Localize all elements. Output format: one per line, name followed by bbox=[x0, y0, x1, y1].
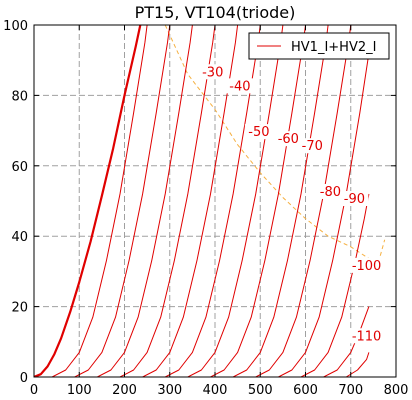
axis-ticks: 0 100 200 300 400 500 600 700 800 0 20 40 60 80 100 bbox=[3, 19, 408, 398]
y-tick-label: 40 bbox=[11, 230, 28, 245]
curve-label: -90 bbox=[344, 192, 365, 207]
plate-curve-1 bbox=[51, 25, 148, 377]
plate-curve-6 bbox=[164, 25, 261, 377]
annotation-bg bbox=[348, 328, 385, 344]
plate-curve-11 bbox=[278, 53, 370, 377]
plate-curves bbox=[34, 25, 370, 377]
curve-label: -40 bbox=[229, 79, 250, 94]
curve-label: -70 bbox=[302, 139, 323, 154]
x-tick-label: 0 bbox=[30, 383, 38, 398]
plate-curve-14 bbox=[345, 352, 370, 377]
x-tick-label: 800 bbox=[384, 383, 409, 398]
annotation-bg bbox=[348, 257, 385, 273]
curve-label: -100 bbox=[352, 259, 382, 274]
y-tick-label: 0 bbox=[20, 371, 28, 386]
legend: HV1_I+HV2_I bbox=[248, 32, 390, 60]
x-tick-label: 700 bbox=[338, 383, 363, 398]
curve-annotations: -30 -40 -50 -60 -70 -80 -90 -100 -110 bbox=[198, 64, 385, 344]
annotation-bg bbox=[198, 64, 227, 80]
curve-label: -50 bbox=[248, 125, 269, 140]
plate-curve-12 bbox=[300, 193, 370, 377]
annotation-bg bbox=[316, 183, 345, 199]
plate-curve-0 bbox=[34, 25, 142, 377]
curve-label: -80 bbox=[320, 185, 341, 200]
x-tick-label: 300 bbox=[157, 383, 182, 398]
plate-curve-5 bbox=[142, 25, 239, 377]
x-tick-label: 100 bbox=[67, 383, 92, 398]
y-tick-label: 100 bbox=[3, 19, 28, 34]
plate-curve-10 bbox=[255, 25, 352, 377]
x-tick-label: 400 bbox=[203, 383, 228, 398]
plate-curve-13 bbox=[323, 306, 370, 377]
x-tick-label: 500 bbox=[248, 383, 273, 398]
load-line-layer bbox=[164, 25, 386, 266]
y-tick-label: 80 bbox=[11, 89, 28, 104]
annotation-bg bbox=[298, 138, 327, 154]
annotation-bg bbox=[225, 78, 254, 94]
y-tick-label: 20 bbox=[11, 301, 28, 316]
curve-label: -30 bbox=[202, 65, 223, 80]
plate-curve-8 bbox=[210, 25, 306, 377]
plate-curve-3 bbox=[97, 25, 193, 377]
curve-label: -60 bbox=[278, 132, 299, 147]
x-tick-label: 600 bbox=[293, 383, 318, 398]
plate-curve-2 bbox=[74, 25, 171, 377]
load-line bbox=[164, 25, 386, 266]
legend-label: HV1_I+HV2_I bbox=[291, 40, 376, 55]
plate-curve-9 bbox=[232, 25, 329, 377]
annotation-bg bbox=[244, 124, 273, 140]
x-tick-label: 200 bbox=[112, 383, 137, 398]
plate-curve-7 bbox=[187, 25, 284, 377]
y-tick-label: 60 bbox=[11, 160, 28, 175]
annotation-bg bbox=[340, 191, 369, 206]
chart-title: PT15, VT104(triode) bbox=[135, 3, 296, 22]
annotation-bg bbox=[274, 131, 303, 147]
curve-label: -110 bbox=[352, 329, 382, 344]
